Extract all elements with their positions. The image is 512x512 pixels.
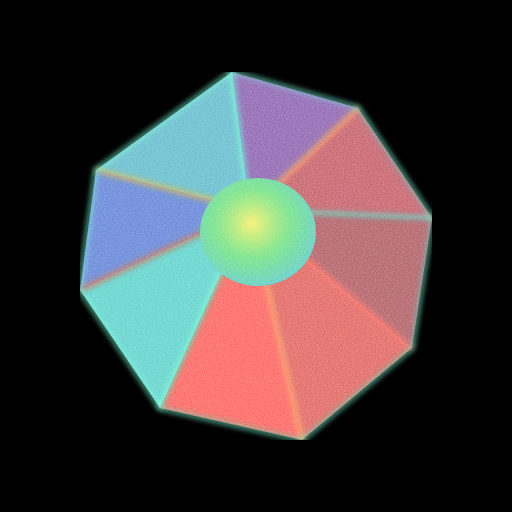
facet-top xyxy=(232,72,358,210)
crystal-core xyxy=(200,178,316,286)
facet-upper-right xyxy=(250,108,432,218)
facet-bottom xyxy=(160,210,302,440)
facet-lower-left xyxy=(80,210,250,408)
facet-upper-left xyxy=(96,72,250,210)
crystal-outline xyxy=(77,69,435,443)
crystal xyxy=(77,69,435,443)
